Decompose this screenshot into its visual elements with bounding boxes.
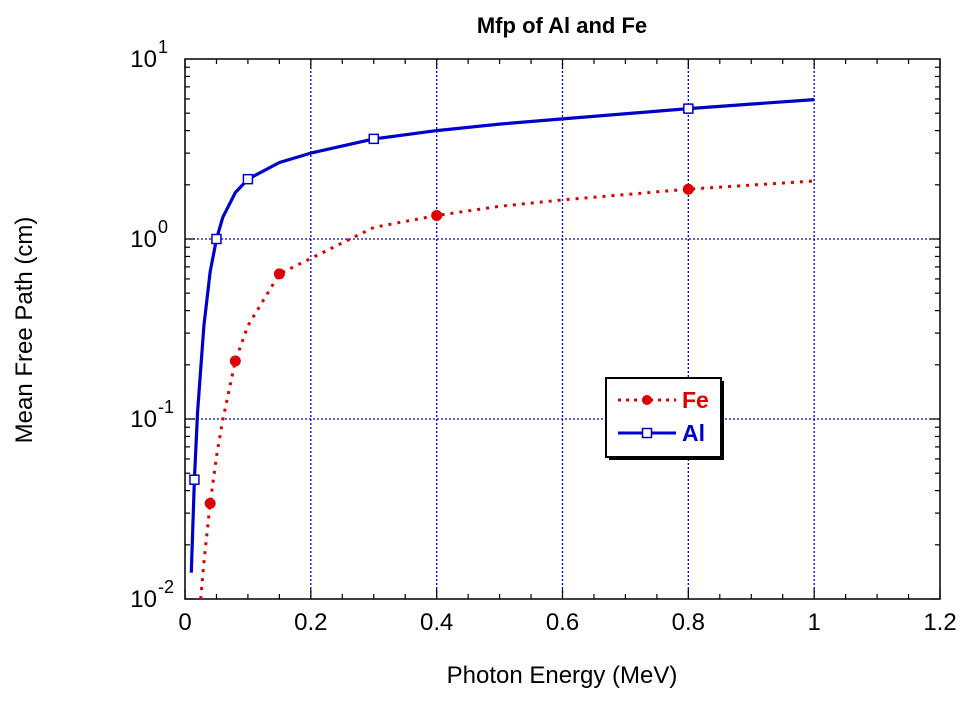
chart-title: Mfp of Al and Fe xyxy=(477,13,647,38)
x-tick-label: 1 xyxy=(807,609,820,636)
series-al xyxy=(189,98,815,573)
y-tick-label-exponent: 1 xyxy=(158,37,168,57)
data-point xyxy=(211,233,222,245)
grid-lines xyxy=(185,59,940,599)
data-point xyxy=(189,474,200,485)
series-line xyxy=(199,179,815,600)
x-axis-label: Photon Energy (MeV) xyxy=(447,662,678,689)
series-fe xyxy=(199,179,815,600)
legend: Fe Al xyxy=(605,377,724,460)
y-axis-label: Mean Free Path (cm) xyxy=(11,217,38,444)
legend-marker xyxy=(641,427,653,439)
data-point xyxy=(368,133,379,145)
legend-item-fe: Fe xyxy=(618,387,709,413)
series-layer xyxy=(189,98,815,600)
data-point xyxy=(683,103,694,114)
y-tick-label: 10 xyxy=(130,406,157,433)
y-tick-label: 10 xyxy=(130,46,157,73)
data-point xyxy=(431,210,443,222)
y-tick-label: 10 xyxy=(130,226,157,253)
legend-item-al: Al xyxy=(618,420,705,446)
x-tick-label: 0.4 xyxy=(420,609,453,636)
axis-ticks xyxy=(184,59,941,600)
legend-label: Fe xyxy=(682,387,709,413)
data-point xyxy=(273,268,285,280)
data-point xyxy=(204,497,216,509)
y-tick-label-exponent: 0 xyxy=(158,217,168,237)
x-tick-labels: 0 0.2 0.4 0.6 0.8 1 1.2 xyxy=(178,609,956,636)
x-tick-label: 0.8 xyxy=(672,609,705,636)
data-point xyxy=(242,173,254,185)
x-tick-label: 0.2 xyxy=(294,609,327,636)
legend-label: Al xyxy=(682,420,705,446)
data-point xyxy=(682,183,694,195)
x-tick-label: 0 xyxy=(178,609,191,636)
x-tick-label: 0.6 xyxy=(546,609,579,636)
legend-marker xyxy=(642,395,652,405)
y-tick-label-exponent: -2 xyxy=(158,577,174,597)
series-line xyxy=(189,98,815,573)
y-tick-label: 10 xyxy=(130,586,157,613)
x-tick-label: 1.2 xyxy=(923,609,956,636)
y-tick-label-exponent: -1 xyxy=(158,397,174,417)
legend-box xyxy=(605,377,722,458)
data-point xyxy=(229,355,241,367)
